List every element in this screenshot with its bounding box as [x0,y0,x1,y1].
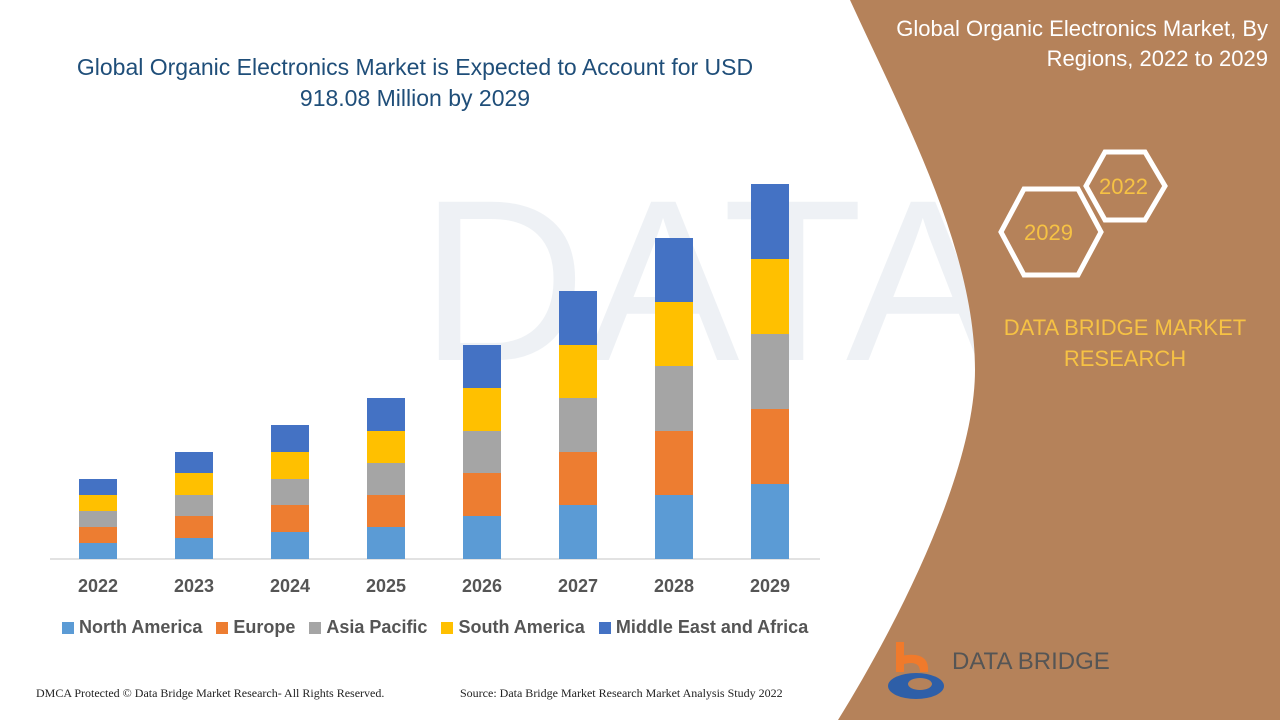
bar-segment-2022-europe [79,527,117,543]
bar-segment-2027-south-america [559,345,597,398]
legend-label: Middle East and Africa [615,617,809,637]
legend-label: Asia Pacific [326,617,428,637]
bar-segment-2025-south-america [367,431,405,463]
bar-segment-2028-south-america [655,302,693,366]
x-tick-label: 2026 [462,576,502,596]
legend: North America Europe Asia Pacific South … [62,617,808,638]
bar-segment-2023-north-america [175,538,213,559]
legend-swatch [62,621,74,634]
x-tick-label: 2027 [558,576,598,596]
bar-segment-2027-asia-pacific [559,398,597,452]
hexagon-2022 [1083,149,1168,223]
legend-label: Europe [233,617,296,637]
bar-segment-2025-asia-pacific [367,463,405,495]
bar-segment-2029-europe [751,409,789,484]
hex-label-2022: 2022 [1099,174,1148,199]
bar-segment-2023-europe [175,516,213,538]
footer-copyright: DMCA Protected © Data Bridge Market Rese… [36,686,385,700]
hex-label-2029: 2029 [1024,220,1073,245]
bar-segment-2026-south-america [463,388,501,431]
logo-icon [888,642,944,699]
brand-text: DATA BRIDGE MARKET RESEARCH [1003,315,1247,371]
legend-swatch [598,621,611,634]
bar-segment-2028-middle-east-and-africa [655,238,693,302]
chart-title: Global Organic Electronics Market is Exp… [76,54,754,111]
bar-segment-2028-north-america [655,495,693,559]
legend-swatch [441,621,454,634]
bar-segment-2022-asia-pacific [79,511,117,527]
x-tick-label: 2025 [366,576,406,596]
bar-segment-2029-south-america [751,259,789,334]
bar-segment-2025-north-america [367,527,405,559]
legend-label: North America [79,617,203,637]
bar-segment-2022-middle-east-and-africa [79,479,117,495]
side-title: Global Organic Electronics Market, By Re… [896,16,1268,71]
bar-segment-2029-north-america [751,484,789,559]
bar-segment-2026-asia-pacific [463,431,501,473]
x-tick-label: 2023 [174,576,214,596]
legend-item: South America [441,617,585,638]
bar-segment-2027-north-america [559,505,597,559]
logo-text: DATA BRIDGE [952,648,1110,675]
bar-segment-2022-north-america [79,543,117,559]
legend-swatch [216,621,229,634]
bar-segment-2025-europe [367,495,405,527]
bar-segment-2029-middle-east-and-africa [751,184,789,259]
bar-segment-2022-south-america [79,495,117,511]
legend-item: Europe [216,617,295,638]
legend-item: North America [62,617,202,638]
bar-segment-2024-middle-east-and-africa [271,425,309,452]
bar-segment-2028-europe [655,431,693,495]
hexagon-2029 [998,186,1104,278]
bar-segment-2023-asia-pacific [175,495,213,516]
bar-segment-2027-middle-east-and-africa [559,291,597,345]
bar-segment-2029-asia-pacific [751,334,789,409]
x-tick-label: 2024 [270,576,310,596]
side-panel [838,0,1280,720]
legend-item: Asia Pacific [309,617,427,638]
x-tick-label: 2028 [654,576,694,596]
footer-source: Source: Data Bridge Market Research Mark… [460,686,783,700]
x-tick-label: 2029 [750,576,790,596]
bar-segment-2026-europe [463,473,501,516]
bar-segment-2027-europe [559,452,597,505]
bar-segment-2023-south-america [175,473,213,495]
bar-segment-2023-middle-east-and-africa [175,452,213,473]
legend-label: South America [458,617,585,637]
legend-swatch [309,621,322,634]
bar-segment-2026-north-america [463,516,501,559]
bar-segment-2025-middle-east-and-africa [367,398,405,431]
bar-segment-2026-middle-east-and-africa [463,345,501,388]
bar-segment-2028-asia-pacific [655,366,693,431]
bar-segment-2024-south-america [271,452,309,479]
bar-segment-2024-asia-pacific [271,479,309,505]
x-tick-label: 2022 [78,576,118,596]
bar-segment-2024-north-america [271,532,309,559]
bar-segment-2024-europe [271,505,309,532]
legend-item: Middle East and Africa [598,617,809,638]
